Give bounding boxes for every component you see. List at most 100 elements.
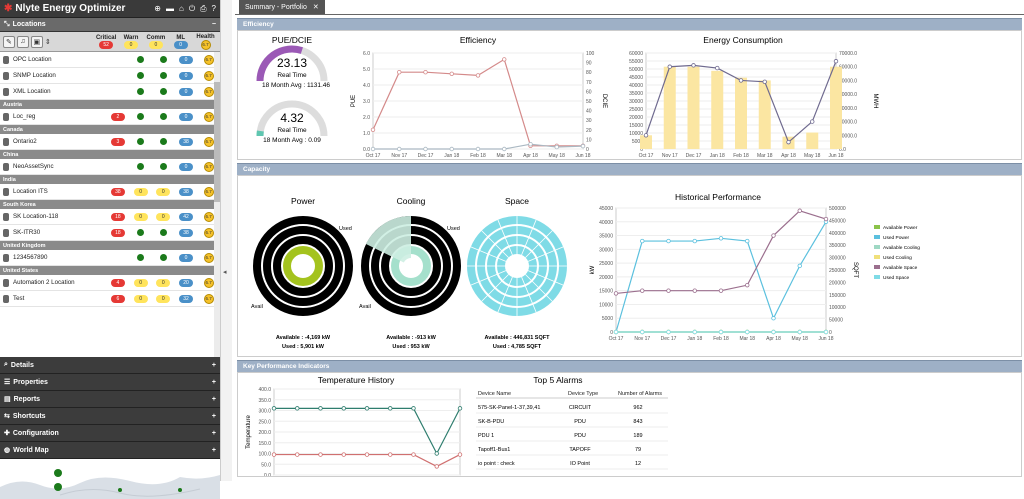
power-icon[interactable]: ⏻ — [189, 4, 195, 14]
critical-badge[interactable]: 18 — [111, 213, 125, 221]
ml-badge[interactable]: 32 — [179, 295, 193, 303]
ml-badge[interactable]: 0 — [179, 88, 193, 96]
health-badge[interactable]: 6.7 — [204, 294, 214, 304]
accordion-details[interactable]: ⌕Details+ — [0, 357, 220, 374]
print-icon[interactable]: ⎙ — [200, 4, 206, 14]
warn-status-dot[interactable] — [137, 254, 144, 261]
map-marker[interactable] — [54, 483, 62, 491]
critical-badge[interactable]: 38 — [111, 188, 125, 196]
expand-icon[interactable]: + — [212, 396, 216, 403]
location-group-header[interactable]: India− — [0, 175, 220, 184]
tab-summary-portfolio[interactable]: Summary - Portfolio ✕ — [239, 0, 325, 14]
ml-badge[interactable]: 38 — [179, 229, 193, 237]
location-group-header[interactable]: United Kingdom− — [0, 241, 220, 250]
health-badge[interactable]: 6.7 — [204, 55, 214, 65]
warn-badge[interactable]: 0 — [134, 279, 148, 287]
health-badge[interactable]: 6.7 — [204, 278, 214, 288]
help-icon[interactable]: ? — [212, 4, 216, 14]
world-map[interactable] — [0, 459, 220, 499]
comm-status-dot[interactable] — [160, 88, 167, 95]
comm-status-dot[interactable] — [160, 56, 167, 63]
ml-badge[interactable]: 0 — [179, 72, 193, 80]
expand-icon[interactable]: + — [212, 430, 216, 437]
accordion-shortcuts[interactable]: ⇆Shortcuts+ — [0, 408, 220, 425]
col-health[interactable]: Health — [196, 34, 214, 40]
warn-badge[interactable]: 0 — [134, 295, 148, 303]
expand-icon[interactable]: + — [212, 413, 216, 420]
warn-status-dot[interactable] — [137, 138, 144, 145]
accordion-properties[interactable]: ☰Properties+ — [0, 374, 220, 391]
col-warn[interactable]: Warn — [124, 35, 139, 41]
location-group-header[interactable]: South Korea− — [0, 200, 220, 209]
ml-badge[interactable]: 0 — [179, 254, 193, 262]
tab-close-icon[interactable]: ✕ — [313, 3, 319, 11]
monitor-small-icon[interactable]: ▣ — [31, 36, 43, 48]
expand-icon[interactable]: + — [212, 379, 216, 386]
health-badge[interactable]: 6.7 — [204, 212, 214, 222]
health-badge[interactable]: 6.7 — [204, 228, 214, 238]
ml-badge[interactable]: 42 — [179, 213, 193, 221]
critical-badge[interactable]: 2 — [111, 113, 125, 121]
comm-status-dot[interactable] — [160, 138, 167, 145]
warn-status-dot[interactable] — [137, 56, 144, 63]
monitor-icon[interactable]: ▬ — [166, 4, 174, 14]
expand-icon[interactable]: + — [212, 362, 216, 369]
location-group-header[interactable]: United States− — [0, 266, 220, 275]
home-icon[interactable]: ⌂ — [179, 4, 184, 14]
accordion-world-map[interactable]: ◍World Map+ — [0, 442, 220, 459]
edit-icon[interactable]: ✎ — [3, 36, 15, 48]
bell-icon[interactable]: ♫ — [17, 36, 29, 48]
warn-status-dot[interactable] — [137, 113, 144, 120]
comm-status-dot[interactable] — [160, 163, 167, 170]
health-badge[interactable]: 6.7 — [204, 187, 214, 197]
health-badge[interactable]: 6.7 — [204, 87, 214, 97]
location-group-header[interactable]: Austria− — [0, 100, 220, 109]
expand-icon[interactable]: + — [212, 447, 216, 454]
health-badge[interactable]: 6.7 — [204, 112, 214, 122]
health-badge[interactable]: 6.7 — [204, 253, 214, 263]
ml-badge[interactable]: 0 — [179, 56, 193, 64]
warn-badge[interactable]: 0 — [134, 188, 148, 196]
ml-badge[interactable]: 0 — [179, 163, 193, 171]
accordion-configuration[interactable]: ✚Configuration+ — [0, 425, 220, 442]
comm-badge[interactable]: 0 — [156, 279, 170, 287]
ml-badge[interactable]: 20 — [179, 279, 193, 287]
critical-badge[interactable]: 3 — [111, 138, 125, 146]
warn-status-dot[interactable] — [137, 229, 144, 236]
section-capacity-header[interactable]: Capacity — [237, 163, 1022, 175]
collapse-icon[interactable]: − — [212, 21, 216, 28]
section-efficiency-header[interactable]: Efficiency — [237, 18, 1022, 30]
map-marker[interactable] — [178, 488, 182, 492]
comm-status-dot[interactable] — [160, 113, 167, 120]
accordion-reports[interactable]: ▤Reports+ — [0, 391, 220, 408]
critical-badge[interactable]: 18 — [111, 229, 125, 237]
ml-badge[interactable]: 38 — [179, 188, 193, 196]
comm-badge[interactable]: 0 — [156, 213, 170, 221]
col-critical[interactable]: Critical — [96, 35, 116, 41]
comm-status-dot[interactable] — [160, 254, 167, 261]
col-ml[interactable]: ML — [176, 35, 185, 41]
comm-status-dot[interactable] — [160, 72, 167, 79]
warn-status-dot[interactable] — [137, 163, 144, 170]
ml-badge[interactable]: 38 — [179, 138, 193, 146]
location-group-header[interactable]: Canada− — [0, 125, 220, 134]
globe-icon[interactable]: ⊕ — [154, 4, 161, 14]
comm-status-dot[interactable] — [160, 229, 167, 236]
map-marker[interactable] — [118, 488, 122, 492]
warn-status-dot[interactable] — [137, 88, 144, 95]
ml-badge[interactable]: 0 — [179, 113, 193, 121]
critical-badge[interactable]: 6 — [111, 295, 125, 303]
warn-badge[interactable]: 0 — [134, 213, 148, 221]
section-kpi-header[interactable]: Key Performance Indicators — [237, 360, 1022, 372]
